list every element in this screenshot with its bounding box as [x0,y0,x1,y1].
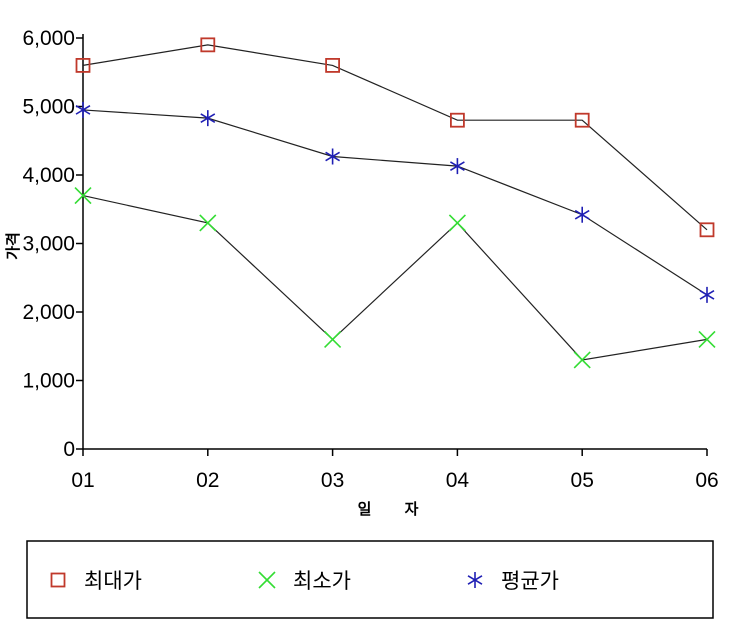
legend-marker-1 [50,572,66,588]
series-line-3 [82,109,708,296]
data-point [199,214,217,232]
data-point [200,37,216,53]
data-point [325,58,341,73]
x-tick-label: 05 [571,469,594,492]
x-tick-label: 04 [446,469,470,492]
plot-area: 0 1,000 2,000 3,000 4,000 5,000 6,000 01 02 03 04 0… [22,27,718,492]
data-point [574,112,590,128]
data-point [449,112,465,128]
x-tick-label: 02 [196,469,219,492]
data-point [574,206,590,223]
x-tick-label: 01 [71,469,94,492]
legend: 최대가 최소가 평균가 [50,569,559,593]
data-point [573,351,591,369]
data-point [75,58,91,73]
legend-marker-2 [258,571,276,589]
series-line-2 [82,194,708,361]
y-tick-label: 1,000 [22,370,75,393]
y-tick-label: 0 [63,438,75,461]
legend-label-1: 최대가 [84,569,142,593]
series-line-1 [82,44,708,231]
y-tick-label: 2,000 [22,301,75,324]
y-tick-label: 3,000 [22,233,75,256]
x-tick-label: 03 [321,469,344,492]
data-point [325,148,341,165]
data-point [699,222,715,238]
data-point [448,214,466,232]
legend-box [26,540,714,619]
x-axis-title: 일 자 [358,500,433,518]
legend-label-2: 최소가 [293,569,351,593]
y-tick-label: 5,000 [22,96,75,119]
data-point [74,186,92,205]
data-point [75,101,91,118]
data-point [200,110,216,127]
y-tick-label: 4,000 [22,164,75,187]
data-point [449,158,465,175]
legend-label-3: 평균가 [501,569,559,593]
y-tick-label: 6,000 [22,27,75,50]
data-point [324,330,342,348]
data-point [699,286,715,303]
legend-marker-3 [467,572,483,588]
y-axis-title: 가격 [4,232,22,260]
x-tick-label: 06 [695,469,718,492]
data-point [698,330,716,348]
